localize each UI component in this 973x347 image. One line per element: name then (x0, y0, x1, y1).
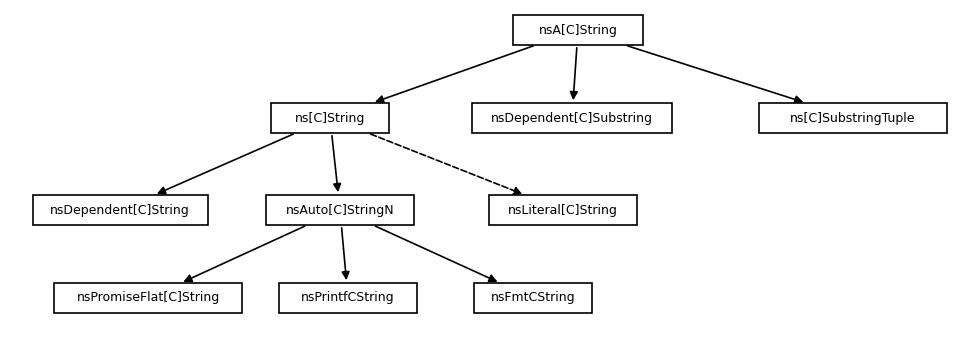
Bar (474, 283, 592, 313)
Text: nsAuto[C]StringN: nsAuto[C]StringN (286, 203, 394, 217)
Text: nsPromiseFlat[C]String: nsPromiseFlat[C]String (76, 291, 220, 305)
Bar (266, 195, 414, 225)
Bar (271, 103, 389, 133)
Text: ns[C]String: ns[C]String (295, 111, 365, 125)
Bar (54, 283, 242, 313)
Text: nsPrintfCString: nsPrintfCString (302, 291, 395, 305)
Text: nsA[C]String: nsA[C]String (539, 24, 618, 36)
Text: nsDependent[C]String: nsDependent[C]String (51, 203, 190, 217)
Bar (513, 15, 643, 45)
Bar (32, 195, 207, 225)
Bar (472, 103, 672, 133)
Bar (279, 283, 417, 313)
Text: nsFmtCString: nsFmtCString (490, 291, 575, 305)
Text: nsLiteral[C]String: nsLiteral[C]String (508, 203, 618, 217)
Bar (759, 103, 947, 133)
Bar (489, 195, 637, 225)
Text: nsDependent[C]Substring: nsDependent[C]Substring (491, 111, 653, 125)
Text: ns[C]SubstringTuple: ns[C]SubstringTuple (790, 111, 916, 125)
